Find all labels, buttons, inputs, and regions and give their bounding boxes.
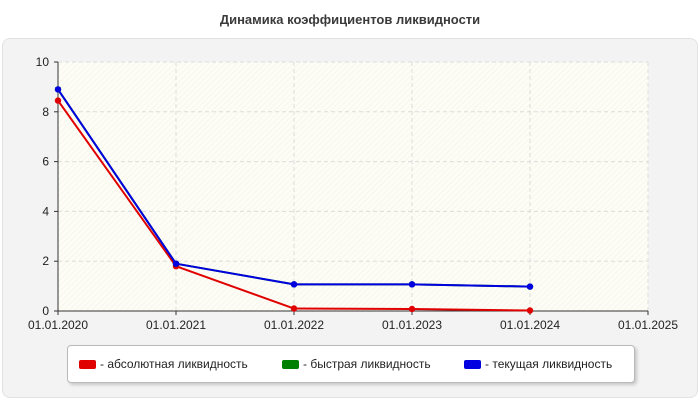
legend-item-absolute: - абсолютная ликвидность [79,346,248,382]
chart-title: Динамика коэффициентов ликвидности [219,12,481,27]
plot-area [58,62,648,311]
legend-item-current: - текущая ликвидность [464,346,612,382]
x-tick-label: 01.01.2021 [146,318,206,332]
legend-label-current: - текущая ликвидность [485,357,613,371]
series-point-0 [290,305,298,312]
series [54,86,534,314]
axes: 0 2 4 6 8 10 01.01.2020 01.01.2021 01.01.2022 01.… [28,55,678,332]
grid [58,61,649,311]
series-point-2 [172,260,180,267]
legend-label-quick: - быстрая ликвидность [303,357,431,371]
y-tick-label: 6 [42,155,49,169]
y-tick-label: 2 [42,254,49,268]
legend-swatch-red [79,359,96,369]
y-tick-label: 10 [36,55,50,69]
legend-item-quick: - быстрая ликвидность [282,346,431,382]
y-tick-label: 4 [42,204,49,218]
x-tick-label: 01.01.2022 [264,318,324,332]
x-tick-label: 01.01.2025 [618,318,678,332]
x-tick-label: 01.01.2020 [28,318,88,332]
legend-swatch-green [282,359,299,369]
legend-label-absolute: - абсолютная ликвидность [100,357,248,371]
series-point-0 [54,97,62,104]
legend-swatch-blue [464,359,481,369]
series-point-2 [408,281,416,288]
series-point-2 [54,86,62,93]
x-tick-label: 01.01.2024 [500,318,560,332]
series-point-0 [408,305,416,313]
x-tick-label: 01.01.2023 [382,318,442,332]
series-point-2 [526,283,534,290]
y-tick-label: 0 [42,304,49,318]
y-tick-label: 8 [42,105,49,119]
series-point-0 [526,307,534,314]
series-point-2 [290,281,298,288]
legend: - абсолютная ликвидность - быстрая ликви… [67,345,635,383]
